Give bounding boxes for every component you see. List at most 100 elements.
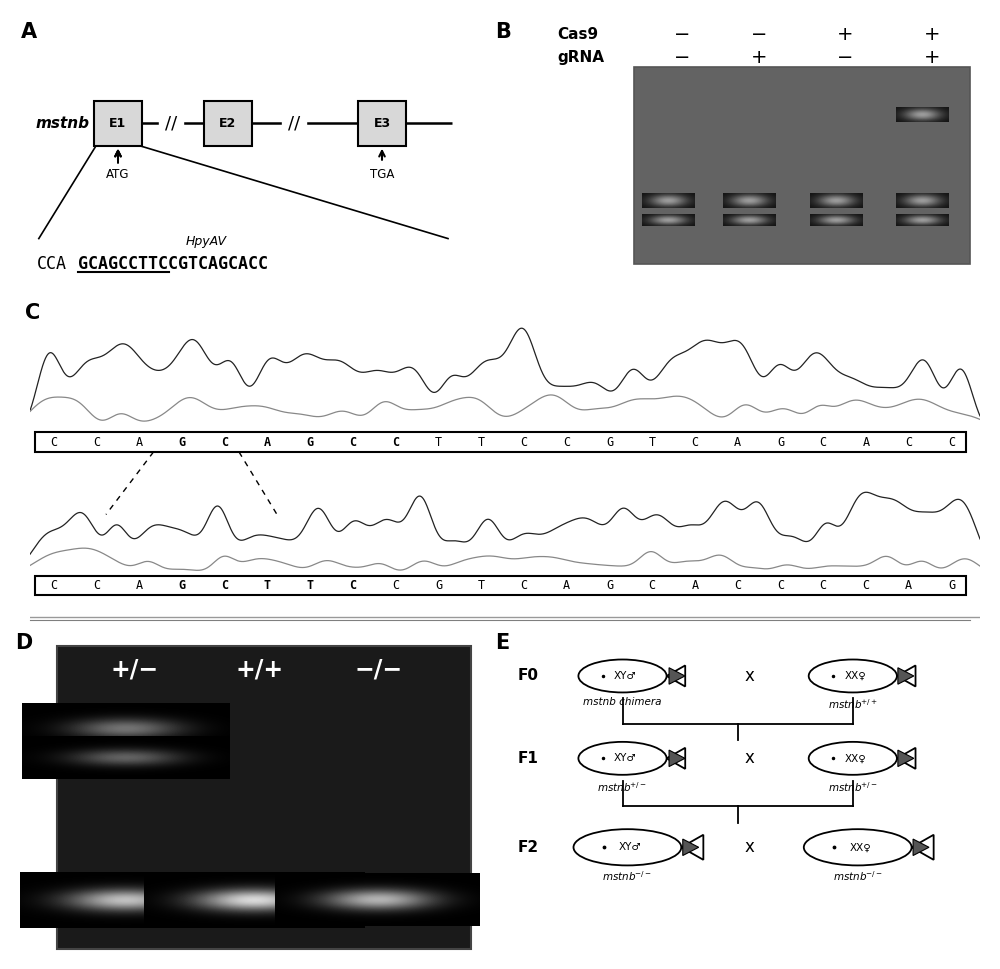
- Text: XY♂: XY♂: [619, 842, 641, 853]
- Text: −: −: [751, 25, 767, 44]
- Polygon shape: [913, 839, 929, 856]
- Text: C: C: [563, 436, 570, 449]
- Text: C: C: [221, 436, 228, 449]
- Polygon shape: [898, 668, 914, 684]
- Text: +/−: +/−: [111, 657, 159, 681]
- Text: XY♂: XY♂: [614, 753, 636, 764]
- Text: mstnb$^{+/-}$: mstnb$^{+/-}$: [828, 780, 878, 794]
- Text: C: C: [691, 436, 699, 449]
- Text: E: E: [495, 633, 509, 653]
- Bar: [634, 67, 970, 264]
- Text: mstnb$^{-/-}$: mstnb$^{-/-}$: [833, 868, 883, 883]
- Text: A: A: [734, 436, 741, 449]
- Text: x: x: [745, 749, 755, 767]
- Text: F1: F1: [517, 751, 538, 766]
- Text: T: T: [478, 578, 485, 592]
- Text: C: C: [50, 436, 57, 449]
- Ellipse shape: [809, 742, 897, 775]
- Text: GCAGCCTTCCGTCAGCACC: GCAGCCTTCCGTCAGCACC: [78, 255, 268, 273]
- Text: XX♀: XX♀: [849, 842, 871, 853]
- Text: G: G: [178, 436, 186, 449]
- Polygon shape: [669, 750, 685, 766]
- Polygon shape: [667, 666, 685, 686]
- Text: +/+: +/+: [235, 657, 283, 681]
- Text: C: C: [862, 578, 870, 592]
- Text: C: C: [520, 436, 528, 449]
- Text: C: C: [349, 578, 357, 592]
- Polygon shape: [683, 839, 699, 856]
- Text: C: C: [820, 578, 827, 592]
- Text: HpyAV: HpyAV: [186, 235, 226, 248]
- FancyBboxPatch shape: [35, 576, 966, 595]
- Text: −/−: −/−: [355, 657, 403, 681]
- Text: +: +: [751, 47, 767, 67]
- Text: C: C: [820, 436, 827, 449]
- Text: //: //: [165, 114, 177, 133]
- Text: XX♀: XX♀: [844, 671, 866, 681]
- Text: A: A: [905, 578, 912, 592]
- Text: C: C: [25, 303, 40, 324]
- Text: A: A: [136, 578, 143, 592]
- Text: G: G: [777, 436, 784, 449]
- Text: ATG: ATG: [106, 169, 130, 181]
- Ellipse shape: [809, 660, 897, 693]
- Text: C: C: [734, 578, 741, 592]
- Text: +: +: [924, 47, 940, 67]
- Text: C: C: [905, 436, 912, 449]
- Text: XX♀: XX♀: [844, 753, 866, 764]
- Text: T: T: [649, 436, 656, 449]
- Text: x: x: [745, 667, 755, 685]
- Text: CCA: CCA: [37, 255, 67, 273]
- Polygon shape: [897, 666, 916, 686]
- FancyBboxPatch shape: [204, 101, 252, 146]
- Text: G: G: [435, 578, 442, 592]
- Text: B: B: [495, 22, 511, 42]
- Text: T: T: [435, 436, 442, 449]
- Text: C: C: [392, 436, 399, 449]
- Text: C: C: [777, 578, 784, 592]
- Text: A: A: [264, 436, 271, 449]
- Text: G: G: [307, 436, 314, 449]
- FancyBboxPatch shape: [94, 101, 142, 146]
- Text: A: A: [21, 22, 37, 43]
- Polygon shape: [912, 834, 934, 860]
- Text: G: G: [606, 578, 613, 592]
- Text: T: T: [264, 578, 271, 592]
- Polygon shape: [669, 668, 685, 684]
- Text: mstnb$^{+/+}$: mstnb$^{+/+}$: [828, 698, 878, 711]
- Polygon shape: [667, 748, 685, 768]
- Text: E2: E2: [219, 117, 237, 130]
- Ellipse shape: [578, 742, 667, 775]
- Text: C: C: [221, 578, 228, 592]
- Text: A: A: [862, 436, 870, 449]
- Text: TGA: TGA: [370, 169, 394, 181]
- Text: x: x: [745, 838, 755, 857]
- Text: T: T: [478, 436, 485, 449]
- Text: −: −: [674, 25, 691, 44]
- Text: C: C: [520, 578, 528, 592]
- Text: mstnb$^{-/-}$: mstnb$^{-/-}$: [602, 868, 652, 883]
- Text: C: C: [50, 578, 57, 592]
- Polygon shape: [897, 748, 916, 768]
- Text: mstnb chimera: mstnb chimera: [583, 698, 662, 707]
- Text: F2: F2: [517, 840, 538, 855]
- Text: D: D: [15, 633, 33, 653]
- Text: E3: E3: [373, 117, 391, 130]
- Text: −: −: [674, 47, 691, 67]
- Text: E1: E1: [109, 117, 127, 130]
- Ellipse shape: [804, 829, 912, 865]
- Text: G: G: [948, 578, 955, 592]
- Text: G: G: [606, 436, 613, 449]
- FancyBboxPatch shape: [358, 101, 406, 146]
- Text: +: +: [837, 25, 854, 44]
- Text: C: C: [93, 578, 100, 592]
- Text: +: +: [924, 25, 940, 44]
- Text: Cas9: Cas9: [558, 27, 599, 42]
- Text: C: C: [392, 578, 399, 592]
- Ellipse shape: [574, 829, 681, 865]
- Text: XY♂: XY♂: [614, 671, 636, 681]
- Polygon shape: [681, 834, 703, 860]
- Text: G: G: [178, 578, 186, 592]
- Text: mstnb: mstnb: [35, 116, 89, 131]
- Ellipse shape: [578, 660, 667, 693]
